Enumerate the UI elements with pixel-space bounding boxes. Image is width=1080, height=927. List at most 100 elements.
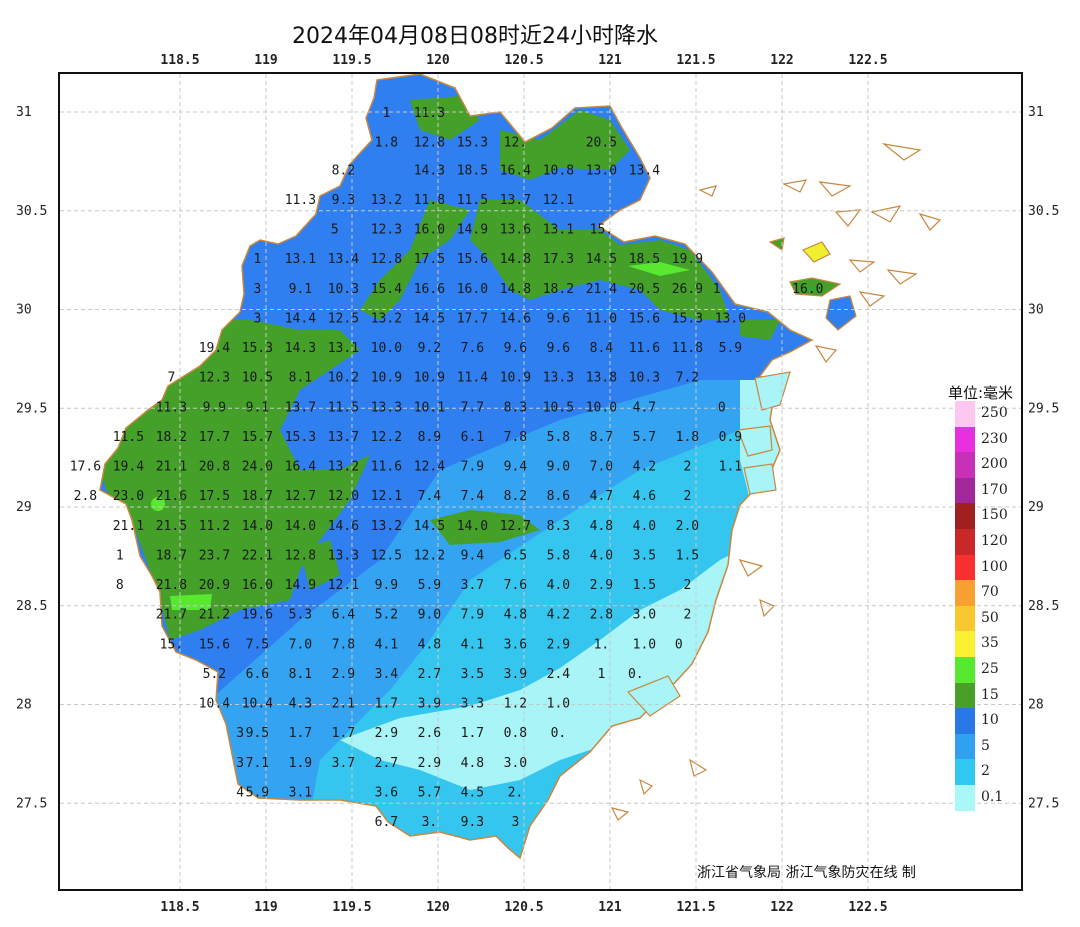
rainfall-value: 21.1 — [156, 460, 187, 475]
rainfall-value: 14.3 — [285, 341, 316, 356]
rainfall-value: 26.9 — [672, 282, 703, 297]
rainfall-value: 3.9 — [418, 697, 441, 712]
rainfall-value: 3.4 — [375, 667, 399, 682]
rainfall-value: 9.6 — [504, 341, 527, 356]
legend-item: 5 — [955, 733, 1025, 760]
rainfall-value: 7 — [167, 371, 175, 386]
rainfall-value: 12.8 — [414, 136, 445, 151]
rainfall-value: 15.6 — [457, 252, 488, 267]
y-tick-label: 28 — [1028, 698, 1044, 713]
rainfall-value: 11.6 — [629, 341, 660, 356]
rainfall-value: 6.1 — [461, 430, 484, 445]
rainfall-value: 7.1 — [246, 756, 269, 771]
rainfall-value: 7.2 — [676, 371, 699, 386]
rainfall-value: 12.8 — [371, 252, 402, 267]
rainfall-value: 20.5 — [629, 282, 660, 297]
legend-item: 10 — [955, 708, 1025, 734]
rainfall-value: 11.4 — [457, 371, 488, 386]
rainfall-value: 18.2 — [156, 430, 187, 445]
legend-item: 170 — [955, 477, 1025, 504]
rainfall-value: 1.0 — [633, 637, 656, 652]
coastal-islands — [610, 143, 942, 821]
rainfall-value: 2.9 — [332, 667, 355, 682]
rainfall-value: 15.4 — [371, 282, 402, 297]
rainfall-value: 18.7 — [156, 548, 187, 563]
rainfall-value: 19.9 — [672, 252, 703, 267]
rainfall-value: 11.5 — [457, 193, 488, 208]
rainfall-value: 10.1 — [414, 400, 445, 415]
x-tick-label: 119 — [254, 900, 277, 915]
legend-label: 150 — [981, 507, 1008, 524]
rainfall-value: 11.8 — [672, 341, 703, 356]
legend-label: 35 — [981, 635, 999, 652]
rainfall-value: 4.5 — [461, 785, 484, 800]
rainfall-value: 5 — [331, 223, 339, 238]
rainfall-value: 10.3 — [629, 371, 660, 386]
rainfall-value: 1.5 — [676, 548, 699, 563]
rainfall-value: 12.7 — [500, 519, 531, 534]
rainfall-value: 1.5 — [633, 578, 656, 593]
rainfall-value: 12.2 — [414, 548, 445, 563]
rainfall-value: 10.3 — [328, 282, 359, 297]
rainfall-value: 14.9 — [285, 578, 316, 593]
rainfall-value: 0 — [675, 637, 683, 652]
rainfall-value: 10.4 — [242, 697, 273, 712]
rainfall-value: 17.6 — [70, 460, 101, 475]
rainfall-value: 0.9 — [719, 430, 742, 445]
rainfall-value: 18.7 — [242, 489, 273, 504]
rainfall-value: 7.5 — [246, 637, 269, 652]
rainfall-value: 3.5 — [633, 548, 656, 563]
rainfall-value: 2 — [683, 460, 691, 475]
legend-item: 50 — [955, 605, 1025, 632]
legend-item: 35 — [955, 631, 1025, 657]
rainfall-value: 3.6 — [375, 785, 398, 800]
rainfall-value: 1.2 — [504, 697, 527, 712]
rainfall-value: 3.3 — [461, 697, 484, 712]
legend-item: 230 — [955, 426, 1025, 453]
legend-label: 250 — [981, 405, 1008, 421]
rainfall-value: 5.2 — [203, 667, 226, 682]
rainfall-value: 14.0 — [242, 519, 273, 534]
rainfall-value: 11.8 — [414, 193, 445, 208]
rainfall-value: 16.4 — [500, 163, 531, 178]
rainfall-value: 2.6 — [418, 726, 441, 741]
rainfall-value: 11.3 — [285, 193, 316, 208]
legend-label: 50 — [981, 609, 999, 626]
x-axis-top: 118.5 119 119.5 120 120.5 121 121.5 122 122.5 — [160, 53, 887, 68]
rainfall-value: 15.3 — [285, 430, 316, 445]
rainfall-value: 0 — [718, 400, 726, 415]
rainfall-value: 15.6 — [629, 311, 660, 326]
rainfall-value: 7.6 — [461, 341, 484, 356]
rainfall-value: 12.7 — [285, 489, 316, 504]
rainfall-value: 8.6 — [547, 489, 570, 504]
rainfall-value: 1.8 — [676, 430, 699, 445]
rainfall-value: 2.9 — [375, 726, 398, 741]
rainfall-value: 14.9 — [457, 223, 488, 238]
y-tick-label: 27.5 — [16, 796, 47, 811]
x-axis-bottom: 118.5 119 119.5 120 120.5 121 121.5 122 122.5 — [160, 900, 887, 915]
rainfall-value: 5.8 — [547, 548, 570, 563]
rainfall-values: 1 11.31.8 12.8 15.3 12. 20.58.2 14.3 18.5 16.4 10… — [70, 106, 824, 830]
rainfall-value: 13.2 — [371, 519, 402, 534]
rainfall-value: 3.9 — [504, 667, 527, 682]
rainfall-value: 10.2 — [328, 371, 359, 386]
legend-item: 150 — [955, 503, 1025, 529]
x-tick-label: 121 — [598, 900, 622, 915]
rainfall-value: 9.4 — [461, 548, 485, 563]
legend-item: 0.1 — [955, 784, 1025, 811]
rainfall-value: 15.3 — [457, 136, 488, 151]
y-tick-label: 30.5 — [1028, 204, 1059, 219]
rainfall-value: 6.6 — [246, 667, 269, 682]
rainfall-value: 5.3 — [289, 608, 312, 623]
rainfall-value: 13.0 — [586, 163, 617, 178]
rainfall-value: 13.7 — [328, 430, 359, 445]
rainfall-value: 4.6 — [633, 489, 656, 504]
map-frame — [58, 72, 1023, 891]
rainfall-value: 3 — [253, 311, 261, 326]
rainfall-value: 7.8 — [332, 637, 355, 652]
rainfall-value: 17.3 — [543, 252, 574, 267]
rainfall-value: 9.9 — [203, 400, 226, 415]
x-tick-label: 119 — [254, 53, 277, 68]
rainfall-value: 12.1 — [543, 193, 574, 208]
